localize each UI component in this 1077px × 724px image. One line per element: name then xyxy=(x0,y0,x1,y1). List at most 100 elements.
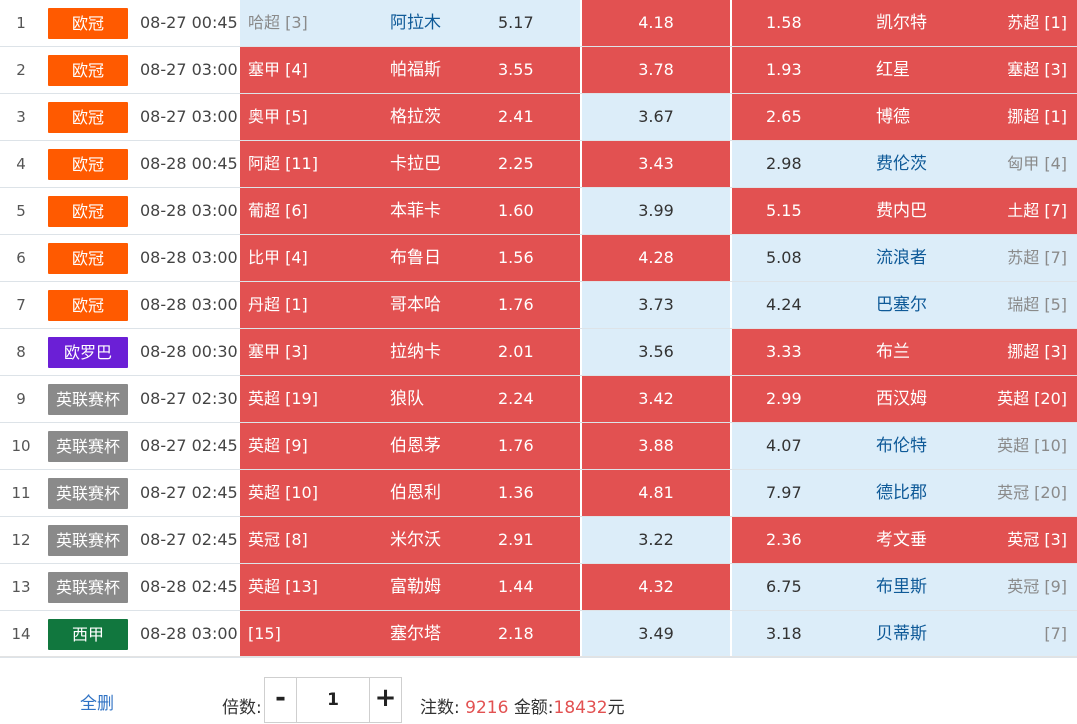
away-win-option[interactable]: 2.98 费伦茨 匈甲 [4] xyxy=(732,141,1077,187)
away-win-option[interactable]: 6.75 布里斯 英冠 [9] xyxy=(732,564,1077,610)
home-win-option[interactable]: 英超 [19] 狼队 2.24 xyxy=(240,376,580,422)
away-win-option[interactable]: 1.58 凯尔特 苏超 [1] xyxy=(732,0,1077,46)
match-index: 6 xyxy=(16,249,26,267)
draw-odds: 3.73 xyxy=(638,295,674,314)
away-win-odds: 1.93 xyxy=(766,60,802,79)
away-win-option[interactable]: 7.97 德比郡 英冠 [20] xyxy=(732,470,1077,516)
away-team-rank: 挪超 [1] xyxy=(1007,107,1067,126)
away-win-odds: 1.58 xyxy=(766,13,802,32)
away-win-option[interactable]: 3.33 布兰 挪超 [3] xyxy=(732,329,1077,375)
away-team-rank: 英超 [10] xyxy=(997,436,1067,455)
match-index: 11 xyxy=(11,484,31,502)
draw-option[interactable]: 4.81 xyxy=(582,470,730,516)
home-team-rank: 英超 [19] xyxy=(248,389,318,408)
home-win-odds: 2.91 xyxy=(498,530,534,549)
away-team-name: 博德 xyxy=(876,107,910,127)
away-win-odds: 5.08 xyxy=(766,248,802,267)
home-win-option[interactable]: 塞甲 [3] 拉纳卡 2.01 xyxy=(240,329,580,375)
multiplier-input[interactable] xyxy=(298,686,368,714)
draw-option[interactable]: 4.32 xyxy=(582,564,730,610)
match-index: 4 xyxy=(16,155,26,173)
draw-option[interactable]: 3.67 xyxy=(582,94,730,140)
away-team-name: 考文垂 xyxy=(876,530,927,550)
home-win-option[interactable]: 英超 [10] 伯恩利 1.36 xyxy=(240,470,580,516)
home-win-option[interactable]: 比甲 [4] 布鲁日 1.56 xyxy=(240,235,580,281)
away-win-option[interactable]: 1.93 红星 塞超 [3] xyxy=(732,47,1077,93)
away-team-rank: 塞超 [3] xyxy=(1007,60,1067,79)
match-time: 08-28 03:00 xyxy=(140,201,238,220)
draw-option[interactable]: 3.43 xyxy=(582,141,730,187)
away-win-option[interactable]: 2.65 博德 挪超 [1] xyxy=(732,94,1077,140)
draw-option[interactable]: 3.49 xyxy=(582,611,730,657)
home-team-rank: 丹超 [1] xyxy=(248,295,308,314)
home-team-rank: 英超 [9] xyxy=(248,436,308,455)
home-win-odds: 1.44 xyxy=(498,577,534,596)
home-win-option[interactable]: [15] 塞尔塔 2.18 xyxy=(240,611,580,657)
league-badge: 欧冠 xyxy=(48,102,128,133)
draw-option[interactable]: 4.28 xyxy=(582,235,730,281)
match-index: 9 xyxy=(16,390,26,408)
match-row: 3 欧冠 08-27 03:00 奥甲 [5] 格拉茨 2.41 3.67 2.65 博德 挪超 … xyxy=(0,94,1077,141)
bets-count: 9216 xyxy=(465,698,509,718)
away-team-name: 贝蒂斯 xyxy=(876,624,927,644)
draw-option[interactable]: 3.73 xyxy=(582,282,730,328)
away-team-name: 西汉姆 xyxy=(876,389,927,409)
match-index: 8 xyxy=(16,343,26,361)
league-badge: 欧冠 xyxy=(48,290,128,321)
home-win-option[interactable]: 英超 [9] 伯恩茅 1.76 xyxy=(240,423,580,469)
away-win-option[interactable]: 4.07 布伦特 英超 [10] xyxy=(732,423,1077,469)
clear-all-button[interactable]: 全删 xyxy=(80,694,114,714)
away-win-odds: 2.98 xyxy=(766,154,802,173)
away-win-odds: 2.99 xyxy=(766,389,802,408)
away-team-rank: 挪超 [3] xyxy=(1007,342,1067,361)
away-win-odds: 3.18 xyxy=(766,624,802,643)
draw-option[interactable]: 3.22 xyxy=(582,517,730,563)
home-win-option[interactable]: 英冠 [8] 米尔沃 2.91 xyxy=(240,517,580,563)
away-win-option[interactable]: 5.08 流浪者 苏超 [7] xyxy=(732,235,1077,281)
home-win-option[interactable]: 阿超 [11] 卡拉巴 2.25 xyxy=(240,141,580,187)
away-win-option[interactable]: 2.36 考文垂 英冠 [3] xyxy=(732,517,1077,563)
home-win-odds: 3.55 xyxy=(498,60,534,79)
league-badge: 欧冠 xyxy=(48,196,128,227)
match-row: 10 英联赛杯 08-27 02:45 英超 [9] 伯恩茅 1.76 3.88 4.07 布伦… xyxy=(0,423,1077,470)
multiplier-label: 倍数: xyxy=(222,698,262,718)
match-row: 14 西甲 08-28 03:00 [15] 塞尔塔 2.18 3.49 3.18 贝蒂斯 [7] xyxy=(0,611,1077,658)
minus-button[interactable]: - xyxy=(265,678,297,722)
draw-option[interactable]: 4.18 xyxy=(582,0,730,46)
bet-footer: 全删 倍数: - + 注数: 9216 金额:18432元 xyxy=(0,656,1077,724)
league-badge: 英联赛杯 xyxy=(48,478,128,509)
home-win-odds: 2.01 xyxy=(498,342,534,361)
match-index: 5 xyxy=(16,202,26,220)
home-win-option[interactable]: 英超 [13] 富勒姆 1.44 xyxy=(240,564,580,610)
home-team-name: 本菲卡 xyxy=(390,201,441,221)
away-win-option[interactable]: 5.15 费内巴 土超 [7] xyxy=(732,188,1077,234)
draw-odds: 3.67 xyxy=(638,107,674,126)
match-index: 1 xyxy=(16,14,26,32)
home-team-rank: 比甲 [4] xyxy=(248,248,308,267)
draw-option[interactable]: 3.88 xyxy=(582,423,730,469)
draw-option[interactable]: 3.78 xyxy=(582,47,730,93)
home-win-option[interactable]: 奥甲 [5] 格拉茨 2.41 xyxy=(240,94,580,140)
home-win-option[interactable]: 塞甲 [4] 帕福斯 3.55 xyxy=(240,47,580,93)
home-win-odds: 2.41 xyxy=(498,107,534,126)
draw-option[interactable]: 3.56 xyxy=(582,329,730,375)
home-team-name: 拉纳卡 xyxy=(390,342,441,362)
match-time: 08-27 02:45 xyxy=(140,483,238,502)
home-win-option[interactable]: 丹超 [1] 哥本哈 1.76 xyxy=(240,282,580,328)
away-win-option[interactable]: 4.24 巴塞尔 瑞超 [5] xyxy=(732,282,1077,328)
away-win-option[interactable]: 2.99 西汉姆 英超 [20] xyxy=(732,376,1077,422)
plus-button[interactable]: + xyxy=(369,678,401,722)
away-team-name: 布里斯 xyxy=(876,577,927,597)
away-team-name: 凯尔特 xyxy=(876,13,927,33)
away-win-option[interactable]: 3.18 贝蒂斯 [7] xyxy=(732,611,1077,657)
match-row: 12 英联赛杯 08-27 02:45 英冠 [8] 米尔沃 2.91 3.22 2.36 考文… xyxy=(0,517,1077,564)
match-row: 13 英联赛杯 08-28 02:45 英超 [13] 富勒姆 1.44 4.32 6.75 布… xyxy=(0,564,1077,611)
away-win-odds: 2.65 xyxy=(766,107,802,126)
home-win-option[interactable]: 葡超 [6] 本菲卡 1.60 xyxy=(240,188,580,234)
home-win-odds: 1.56 xyxy=(498,248,534,267)
away-team-name: 布兰 xyxy=(876,342,910,362)
draw-option[interactable]: 3.99 xyxy=(582,188,730,234)
draw-option[interactable]: 3.42 xyxy=(582,376,730,422)
match-row: 2 欧冠 08-27 03:00 塞甲 [4] 帕福斯 3.55 3.78 1.93 红星 塞超 … xyxy=(0,47,1077,94)
home-win-option[interactable]: 哈超 [3] 阿拉木 5.17 xyxy=(240,0,580,46)
